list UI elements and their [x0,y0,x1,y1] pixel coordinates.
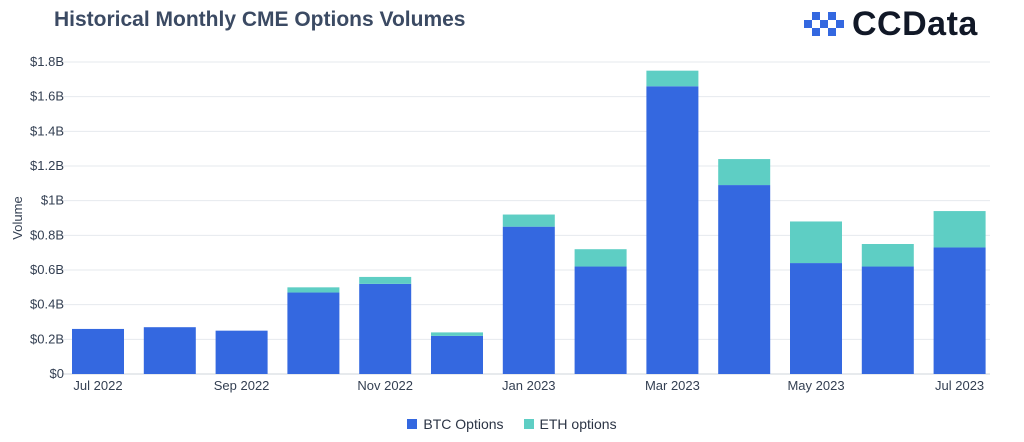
legend-swatch-eth [523,419,534,429]
chart-title: Historical Monthly CME Options Volumes [54,8,466,31]
ccdata-logo-icon [804,12,844,36]
bar-btc-apr-2023[interactable] [718,185,771,374]
bar-chart: $0 $0.2B $0.4B $0.6B $0.8B $1B $1.2B $1.4B $1.6B… [10,54,990,393]
legend-swatch-btc [407,419,418,429]
bar-eth-oct-2022[interactable] [287,287,340,293]
y-tick-label: $0.4B [30,297,64,312]
x-tick-label: Sep 2022 [214,378,270,393]
legend: BTC Options ETH options [0,416,1024,432]
bar-eth-dec-2022[interactable] [431,332,483,336]
bar-btc-nov-2022[interactable] [359,283,412,374]
bar-eth-jun-2023[interactable] [861,244,914,267]
x-tick-label: Jul 2023 [935,378,984,393]
bar-eth-jan-2023[interactable] [502,214,555,227]
legend-item-eth[interactable]: ETH options [523,416,617,432]
bar-btc-jan-2023[interactable] [502,226,555,374]
x-tick-label: Nov 2022 [357,378,413,393]
bar-btc-dec-2022[interactable] [431,335,483,374]
brand-logo: CCData [800,4,978,44]
x-tick-label: Jul 2022 [73,378,122,393]
y-tick-label: $0.8B [30,227,64,242]
y-tick-label: $0.6B [30,262,64,277]
bar-btc-oct-2022[interactable] [287,292,340,374]
bar-eth-nov-2022[interactable] [359,276,412,284]
y-tick-label: $0.2B [30,331,64,346]
legend-item-btc[interactable]: BTC Options [407,416,504,432]
bar-btc-feb-2023[interactable] [574,266,627,374]
y-tick-label: $1.8B [30,54,64,69]
bar-btc-jul-2023[interactable] [933,247,986,374]
y-tick-label: $1.2B [30,158,64,173]
x-tick-label: May 2023 [787,378,844,393]
bar-btc-may-2023[interactable] [790,263,842,374]
x-tick-label: Mar 2023 [645,378,700,393]
bar-btc-aug-2022[interactable] [143,327,196,374]
legend-label-btc: BTC Options [423,416,504,432]
bar-eth-apr-2023[interactable] [718,159,771,186]
bar-btc-sep-2022[interactable] [215,330,268,374]
bar-eth-mar-2023[interactable] [646,70,699,87]
bar-btc-mar-2023[interactable] [646,86,699,375]
bar-eth-feb-2023[interactable] [574,249,627,267]
legend-label-eth: ETH options [539,416,617,432]
y-tick-label: $1.6B [30,89,64,104]
y-axis-label: Volume [10,196,25,239]
bar-eth-may-2023[interactable] [790,221,842,264]
bar-btc-jul-2022[interactable] [72,328,124,374]
bar-eth-jul-2023[interactable] [933,211,986,248]
y-tick-label: $1.4B [30,123,64,138]
bar-btc-jun-2023[interactable] [861,266,914,374]
y-axis-ticks: $0 $0.2B $0.4B $0.6B $0.8B $1B $1.2B $1.4B $1.6B… [30,54,64,381]
y-tick-label: $0 [50,366,64,381]
x-tick-label: Jan 2023 [502,378,556,393]
y-tick-label: $1B [41,193,64,208]
bars [72,70,986,375]
x-axis-ticks: Jul 2022 Sep 2022 Nov 2022 Jan 2023 Mar 2023… [73,378,984,393]
brand-name: CCData [852,4,978,43]
